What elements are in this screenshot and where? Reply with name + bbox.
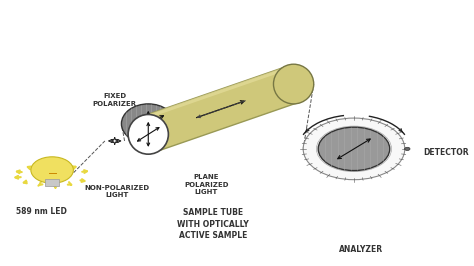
Ellipse shape <box>31 157 73 183</box>
Text: SAMPLE TUBE
WITH OPTICALLY
ACTIVE SAMPLE: SAMPLE TUBE WITH OPTICALLY ACTIVE SAMPLE <box>177 209 249 240</box>
Text: FIXED
POLARIZER: FIXED POLARIZER <box>92 93 137 107</box>
Polygon shape <box>140 67 302 151</box>
Text: 589 nm LED: 589 nm LED <box>16 207 66 216</box>
Polygon shape <box>140 67 285 121</box>
Text: DETECTOR: DETECTOR <box>423 148 469 157</box>
Ellipse shape <box>303 118 405 180</box>
Ellipse shape <box>121 104 175 144</box>
Text: NON-POLARIZED
LIGHT: NON-POLARIZED LIGHT <box>84 185 149 198</box>
Ellipse shape <box>273 64 314 104</box>
Ellipse shape <box>317 126 392 172</box>
Ellipse shape <box>318 127 390 171</box>
Text: PLANE
POLARIZED
LIGHT: PLANE POLARIZED LIGHT <box>184 174 228 195</box>
FancyBboxPatch shape <box>46 179 59 186</box>
Text: ANALYZER: ANALYZER <box>338 246 383 255</box>
Ellipse shape <box>128 114 168 154</box>
Circle shape <box>405 147 410 151</box>
